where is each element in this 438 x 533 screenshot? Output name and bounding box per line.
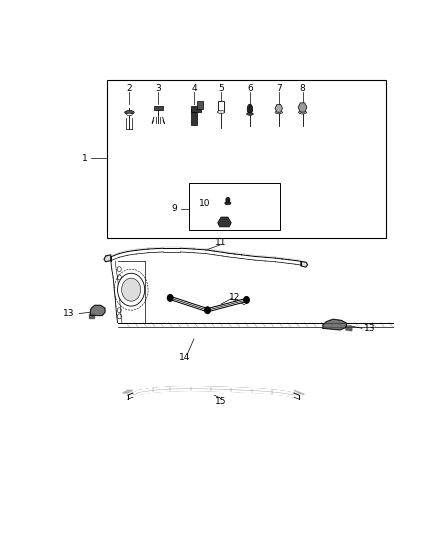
Polygon shape bbox=[323, 319, 346, 330]
Text: 13: 13 bbox=[63, 309, 74, 318]
Ellipse shape bbox=[217, 110, 225, 114]
Bar bbox=[218, 101, 224, 112]
Circle shape bbox=[117, 314, 121, 319]
Bar bbox=[191, 106, 201, 111]
Circle shape bbox=[117, 273, 145, 306]
Text: 14: 14 bbox=[179, 353, 190, 362]
Polygon shape bbox=[88, 314, 94, 318]
Polygon shape bbox=[133, 386, 294, 397]
Text: 7: 7 bbox=[276, 84, 282, 93]
Text: 2: 2 bbox=[127, 84, 132, 93]
Text: 8: 8 bbox=[300, 84, 305, 93]
Circle shape bbox=[244, 297, 249, 303]
Ellipse shape bbox=[275, 111, 283, 114]
Ellipse shape bbox=[298, 111, 307, 114]
Bar bbox=[107, 80, 386, 238]
Text: 10: 10 bbox=[199, 199, 210, 208]
Text: 3: 3 bbox=[155, 84, 161, 93]
Text: 4: 4 bbox=[191, 84, 197, 93]
Text: 1: 1 bbox=[82, 154, 88, 163]
Text: 12: 12 bbox=[229, 293, 240, 302]
Circle shape bbox=[117, 266, 121, 272]
Circle shape bbox=[117, 308, 121, 313]
Ellipse shape bbox=[125, 110, 134, 114]
Polygon shape bbox=[123, 390, 133, 393]
Polygon shape bbox=[301, 261, 307, 267]
Polygon shape bbox=[298, 103, 307, 112]
Text: 5: 5 bbox=[218, 84, 224, 93]
Polygon shape bbox=[104, 255, 111, 262]
Circle shape bbox=[205, 307, 210, 313]
Polygon shape bbox=[90, 305, 105, 316]
Text: 11: 11 bbox=[215, 238, 227, 247]
Ellipse shape bbox=[247, 104, 253, 114]
Polygon shape bbox=[218, 217, 231, 227]
Bar bbox=[197, 101, 203, 109]
Ellipse shape bbox=[226, 197, 230, 202]
Polygon shape bbox=[294, 390, 304, 394]
Text: 9: 9 bbox=[171, 204, 177, 213]
Circle shape bbox=[117, 275, 121, 280]
Circle shape bbox=[167, 295, 173, 301]
Text: 6: 6 bbox=[247, 84, 253, 93]
Bar bbox=[154, 106, 162, 110]
Polygon shape bbox=[275, 104, 283, 112]
Bar bbox=[189, 183, 280, 230]
Bar bbox=[191, 109, 197, 125]
Text: 15: 15 bbox=[215, 397, 227, 406]
Text: 13: 13 bbox=[364, 324, 375, 333]
Ellipse shape bbox=[247, 113, 253, 115]
Ellipse shape bbox=[127, 113, 132, 116]
Polygon shape bbox=[346, 326, 352, 330]
Circle shape bbox=[122, 278, 141, 301]
Ellipse shape bbox=[225, 201, 231, 205]
